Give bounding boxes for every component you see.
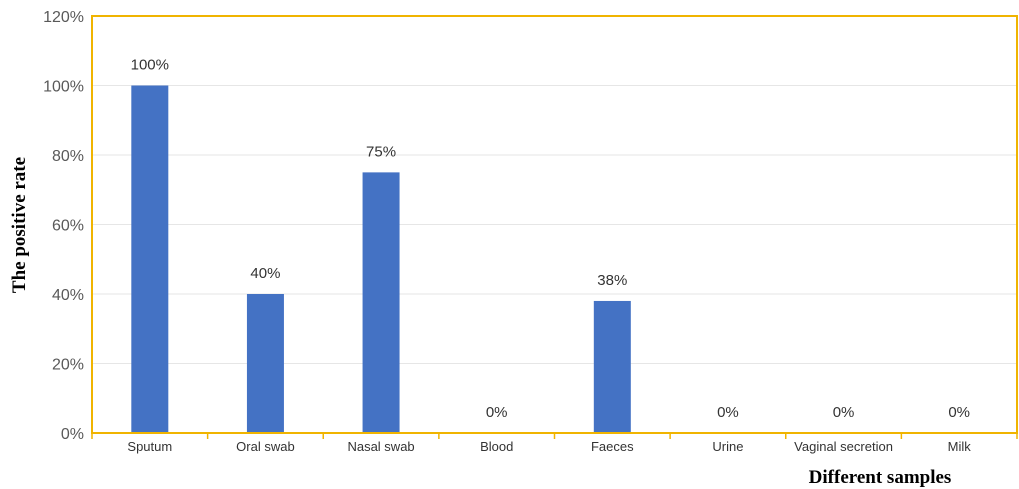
y-axis-label: The positive rate [9,157,30,293]
y-tick-label: 60% [52,218,84,235]
y-tick-label: 100% [43,79,84,96]
y-tick-label: 120% [43,9,84,26]
y-tick-label: 0% [61,426,84,443]
gridlines [92,85,1017,364]
x-tick-label: Oral swab [236,439,295,454]
bars [131,85,631,433]
x-tick-label: Nasal swab [347,439,414,454]
y-tick-label: 80% [52,148,84,165]
bar [593,300,631,433]
x-tick-label: Milk [948,439,972,454]
bar [246,294,284,433]
data-label: 0% [486,404,508,421]
bar [362,172,400,433]
data-label: 40% [250,265,280,282]
x-tick-label: Sputum [127,439,172,454]
y-tick-label: 40% [52,287,84,304]
data-label: 75% [366,143,396,160]
y-axis-ticks: 0% 20% 40% 60% 80% 100% 120% [43,9,84,443]
x-tick-label: Blood [480,439,513,454]
bar [131,85,169,433]
data-label: 100% [131,57,169,74]
y-tick-label: 20% [52,357,84,374]
x-axis-label: Different samples [809,467,952,488]
data-label: 0% [948,404,970,421]
data-labels: 100% 40% 75% 0% 38% 0% 0% 0% [131,57,970,422]
x-tick-label: Urine [712,439,743,454]
data-label: 0% [833,404,855,421]
x-tick-label: Faeces [591,439,634,454]
data-label: 38% [597,272,627,289]
x-tick-label: Vaginal secretion [794,439,893,454]
data-label: 0% [717,404,739,421]
x-axis-ticks: Sputum Oral swab Nasal swab Blood Faeces Urin… [91,433,1018,454]
